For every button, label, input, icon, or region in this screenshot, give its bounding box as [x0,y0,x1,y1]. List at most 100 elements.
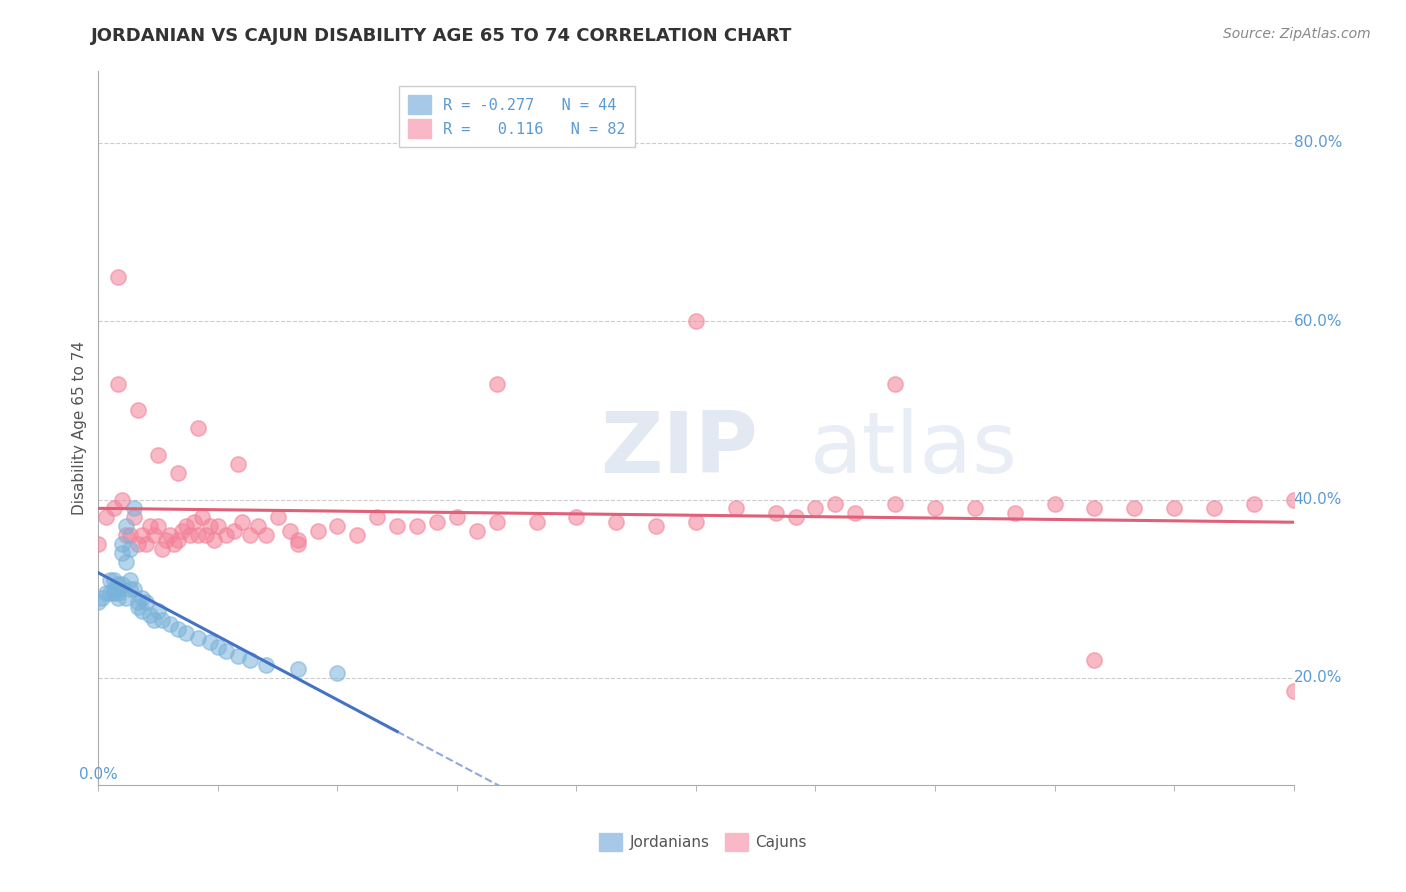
Point [884,497,907,511]
Point [124,510,146,524]
Point [174,626,197,640]
Point [226,457,249,471]
Point [254,657,277,672]
Point [207,640,229,654]
Point [187,631,209,645]
Point [155,533,177,547]
Point [131,604,153,618]
Point [526,515,548,529]
Point [124,582,146,596]
Point [202,533,225,547]
Y-axis label: Disability Age 65 to 74: Disability Age 65 to 74 [72,341,87,516]
Point [187,421,209,435]
Point [150,613,173,627]
Point [1243,497,1265,511]
Point [267,510,290,524]
Point [107,269,129,284]
Point [139,608,162,623]
Point [167,466,190,480]
Point [465,524,488,538]
Point [187,528,209,542]
Point [239,528,262,542]
Point [1123,501,1146,516]
Point [167,533,190,547]
Point [127,537,149,551]
Point [159,617,181,632]
Point [685,515,707,529]
Point [115,519,138,533]
Point [785,510,807,524]
Point [135,595,157,609]
Legend: Jordanians, Cajuns: Jordanians, Cajuns [593,827,813,857]
Point [120,573,142,587]
Point [111,492,134,507]
Point [287,533,309,547]
Point [148,519,170,533]
Point [246,519,269,533]
Point [804,501,827,516]
Point [120,541,142,556]
Point [131,528,153,542]
Point [346,528,368,542]
Point [226,648,249,663]
Text: 60.0%: 60.0% [1294,314,1341,328]
Point [103,582,125,596]
Legend: R = -0.277   N = 44, R =   0.116   N = 82: R = -0.277 N = 44, R = 0.116 N = 82 [399,87,634,147]
Point [254,528,277,542]
Point [98,573,122,587]
Point [215,528,238,542]
Point [565,510,588,524]
Point [426,515,449,529]
Point [1202,501,1225,516]
Point [159,528,181,542]
Point [111,577,134,591]
Point [120,582,142,596]
Point [645,519,668,533]
Point [174,519,197,533]
Point [148,604,170,618]
Point [207,519,229,533]
Point [103,501,125,516]
Point [215,644,238,658]
Point [198,635,221,649]
Point [143,613,166,627]
Text: 40.0%: 40.0% [1294,492,1341,507]
Point [485,376,508,391]
Point [127,599,149,614]
Point [924,501,946,516]
Point [115,528,138,542]
Point [287,662,309,676]
Point [127,595,149,609]
Point [963,501,986,516]
Point [120,528,142,542]
Point [183,515,205,529]
Point [605,515,627,529]
Text: 0.0%: 0.0% [79,767,118,782]
Point [103,573,125,587]
Point [844,506,866,520]
Point [724,501,747,516]
Point [131,591,153,605]
Point [96,510,118,524]
Point [1083,653,1105,667]
Point [287,537,309,551]
Point [87,595,110,609]
Point [167,622,190,636]
Text: 80.0%: 80.0% [1294,136,1341,150]
Point [115,591,138,605]
Point [143,528,166,542]
Point [485,515,508,529]
Point [96,586,118,600]
Point [148,448,170,462]
Point [1004,506,1026,520]
Point [195,528,218,542]
Point [239,653,262,667]
Point [87,537,110,551]
Point [107,586,129,600]
Point [107,577,129,591]
Point [124,501,146,516]
Point [163,537,186,551]
Point [98,586,122,600]
Point [107,582,129,596]
Point [366,510,388,524]
